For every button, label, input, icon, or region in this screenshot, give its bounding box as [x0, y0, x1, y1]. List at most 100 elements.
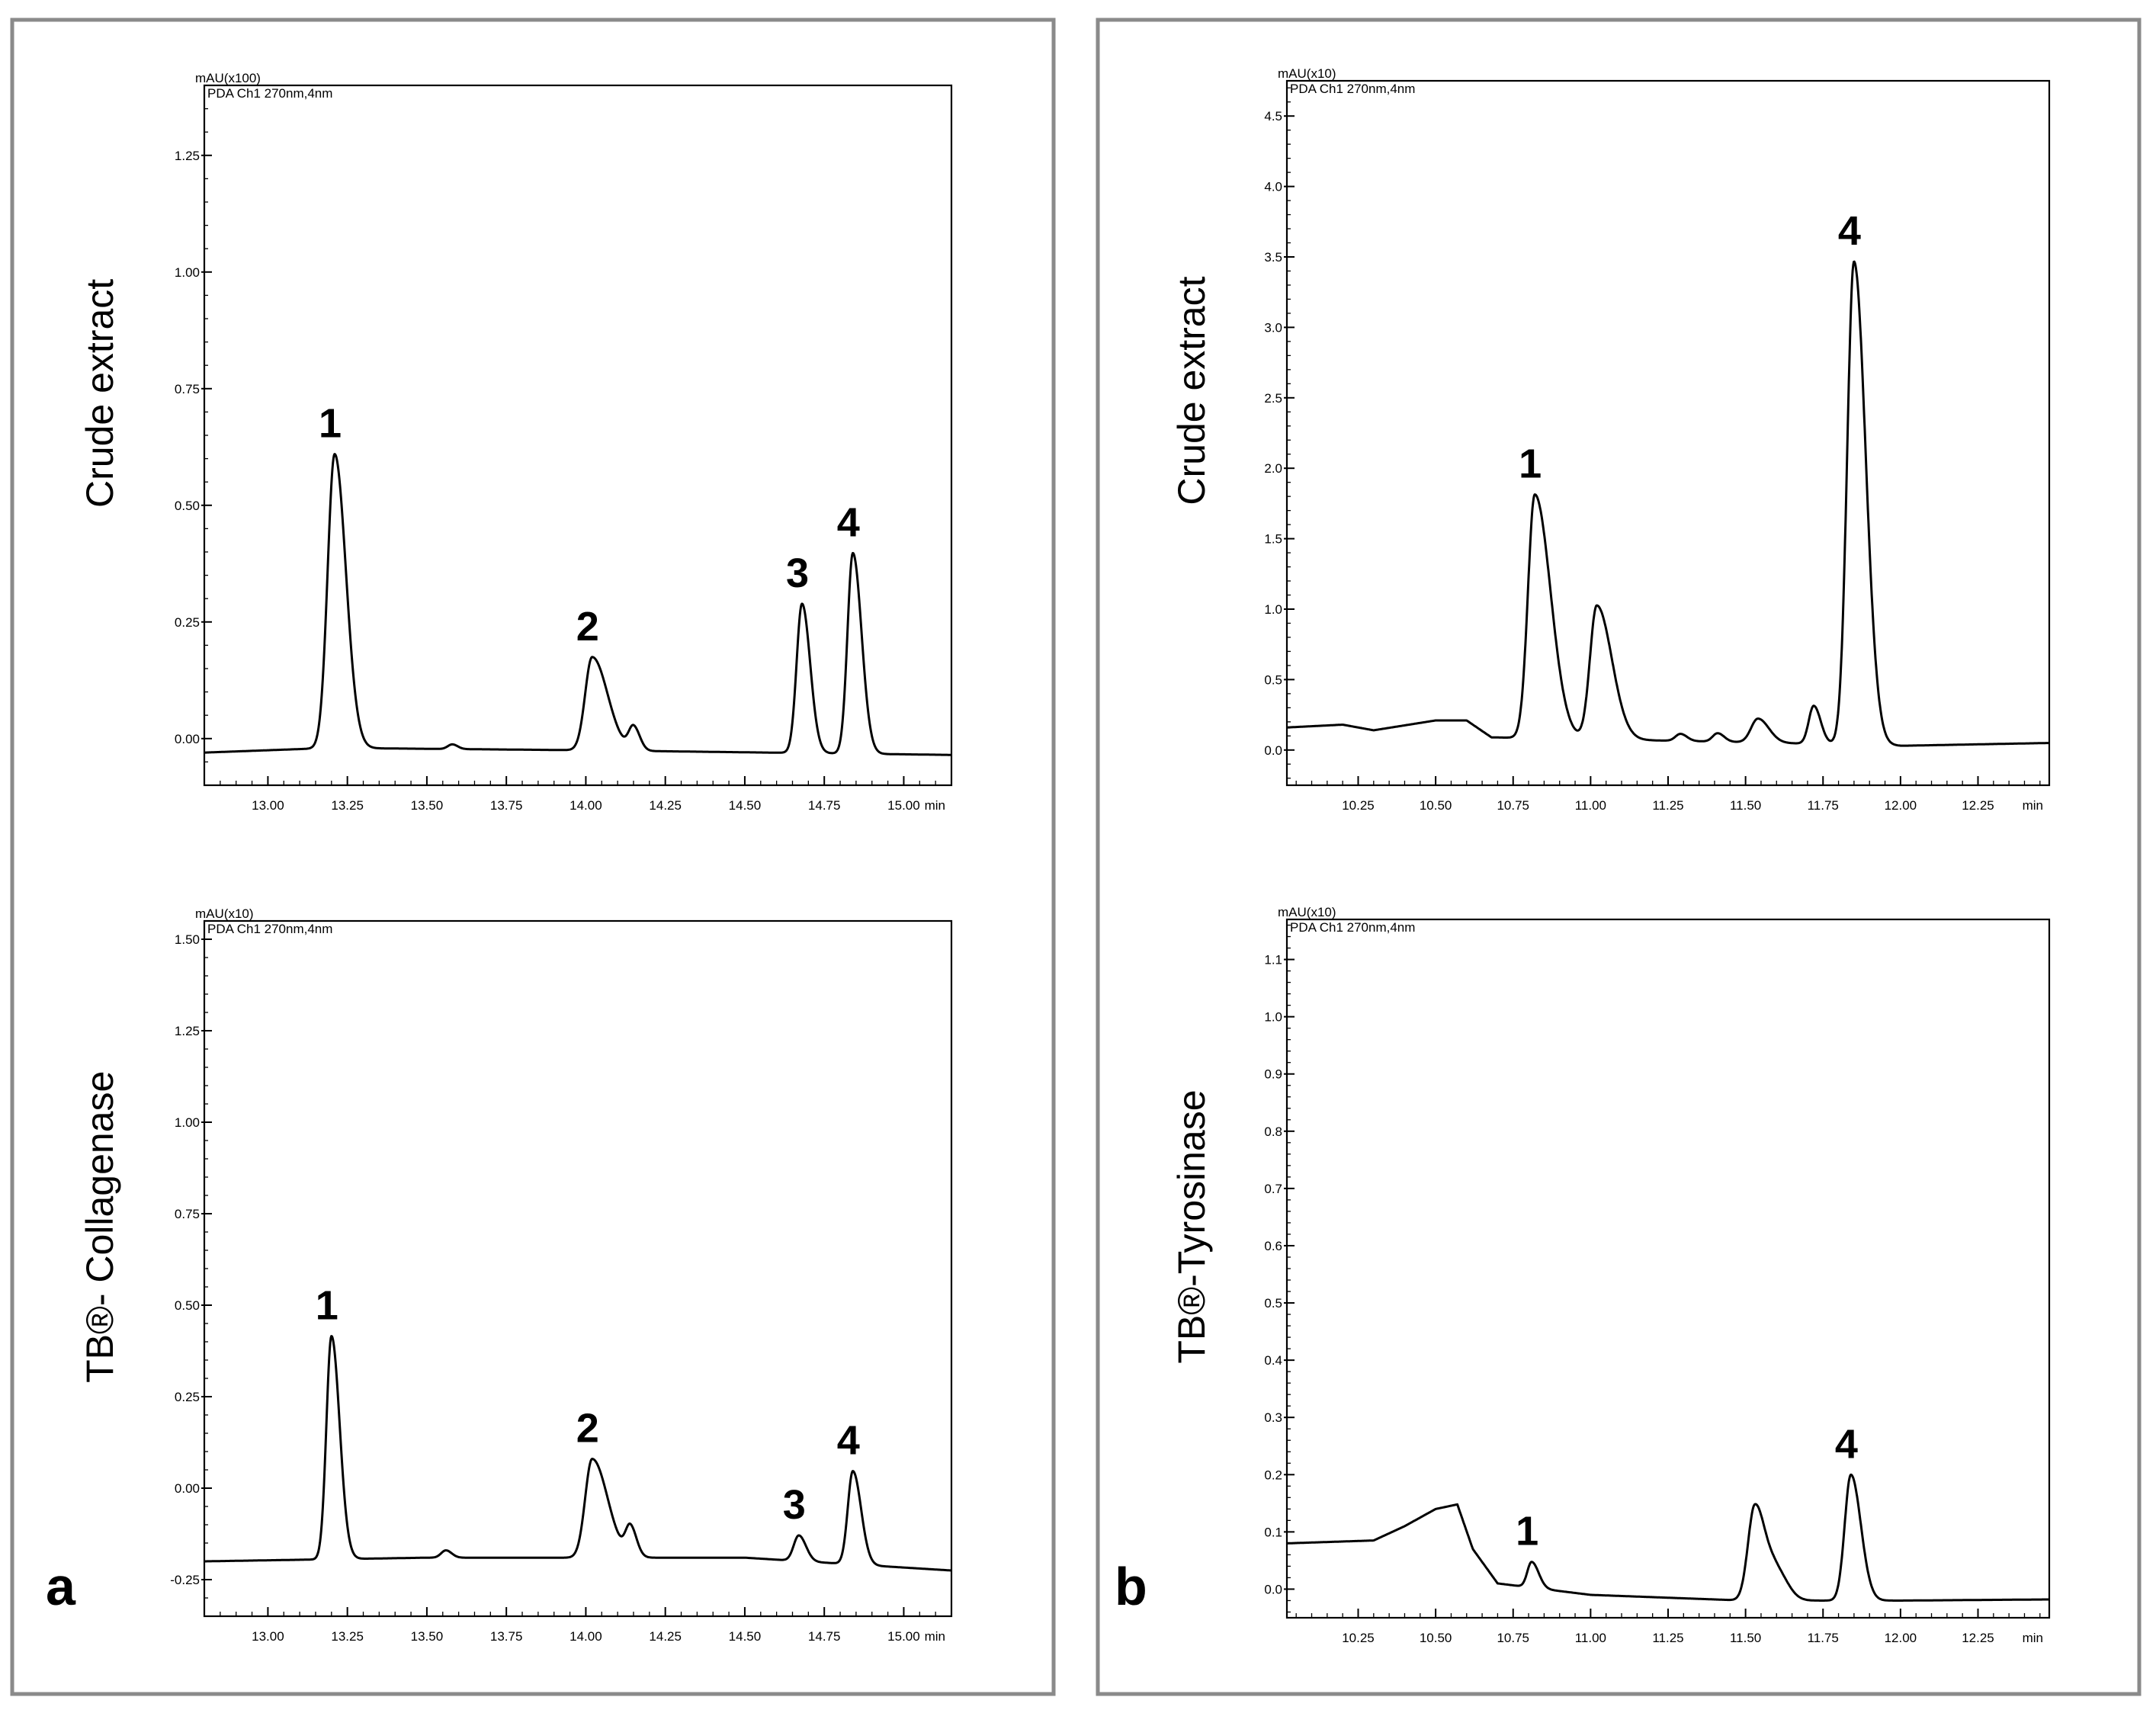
- x-tick-label: 10.75: [1497, 1631, 1529, 1645]
- peak-label: 1: [1516, 1509, 1538, 1554]
- plot-area: [1285, 79, 2051, 787]
- x-tick-label: 11.75: [1808, 1631, 1839, 1645]
- peak-label: 3: [783, 1482, 806, 1528]
- x-tick-label: 15.00: [887, 798, 920, 813]
- y-tick-label: 0.5: [1264, 1296, 1282, 1311]
- y-tick-label: 0.75: [175, 382, 200, 396]
- x-tick-label: 14.75: [808, 1629, 841, 1644]
- plot-area: [203, 84, 953, 787]
- x-tick-label: 13.25: [331, 1629, 364, 1644]
- channel-label: PDA Ch1 270nm,4nm: [207, 922, 332, 936]
- x-tick-label: 14.00: [569, 798, 602, 813]
- x-tick-label: 14.25: [649, 798, 682, 813]
- x-tick-label: 10.25: [1342, 1631, 1375, 1645]
- y-tick-label: 1.00: [175, 1115, 200, 1130]
- x-tick-label: 11.00: [1575, 1631, 1606, 1645]
- x-tick-label: 13.00: [252, 1629, 284, 1644]
- y-axis-title: Crude extract: [79, 279, 121, 508]
- peak-label: 1: [316, 1282, 338, 1328]
- plots-layer: 0.00 0.25 0.50 0.75 1.00 1.25 13.00 13.25 13.50 1…: [79, 66, 2051, 1645]
- x-tick-label: 10.75: [1497, 798, 1529, 813]
- x-tick-label: 13.50: [411, 798, 444, 813]
- y-unit-label: mAU(x10): [1278, 66, 1336, 81]
- y-tick-label: 1.50: [175, 932, 200, 947]
- peak-label: 2: [576, 604, 599, 650]
- y-tick-label: 0.9: [1264, 1067, 1282, 1082]
- x-tick-label: 11.50: [1730, 798, 1761, 813]
- chromatogram-3: 0.0 0.5 1.0 1.5 2.0 2.5 3.0 3.5 4.0 4.5 10.25 10.50…: [1170, 66, 2051, 813]
- x-tick-label: 14.25: [649, 1629, 682, 1644]
- panel-a-frame: [10, 18, 1056, 1696]
- y-axis-title: TB®- Collagenase: [79, 1071, 121, 1383]
- x-tick-label: 14.75: [808, 798, 841, 813]
- y-tick-label: 1.25: [175, 1024, 200, 1038]
- y-tick-label: 3.0: [1264, 320, 1282, 335]
- y-axis-title: TB®-Tyrosinase: [1170, 1089, 1213, 1363]
- x-tick-label: 11.25: [1652, 1631, 1683, 1645]
- panel-b-label: b: [1115, 1557, 1147, 1616]
- peak-label: 2: [576, 1406, 599, 1452]
- plot-area: [1285, 918, 2051, 1619]
- x-tick-label: 15.00: [887, 1629, 920, 1644]
- peak-label: 4: [837, 499, 860, 545]
- x-tick-label: 13.75: [490, 1629, 523, 1644]
- channel-label: PDA Ch1 270nm,4nm: [207, 86, 332, 101]
- y-tick-label: 1.1: [1264, 953, 1282, 967]
- x-unit-label: min: [2023, 1631, 2043, 1645]
- x-tick-label: 11.75: [1808, 798, 1839, 813]
- x-tick-label: 13.75: [490, 798, 523, 813]
- x-unit-label: min: [925, 1629, 945, 1644]
- y-tick-label: 1.0: [1264, 1010, 1282, 1025]
- x-tick-label: 14.50: [729, 798, 762, 813]
- y-tick-label: 4.0: [1264, 180, 1282, 194]
- y-tick-label: 0.1: [1264, 1525, 1282, 1539]
- peak-label: 1: [1519, 441, 1542, 487]
- y-unit-label: mAU(x100): [195, 71, 261, 85]
- y-tick-label: 0.0: [1264, 1582, 1282, 1596]
- x-tick-label: 13.00: [252, 798, 284, 813]
- y-tick-label: 3.5: [1264, 250, 1282, 265]
- x-tick-label: 12.25: [1962, 798, 1994, 813]
- y-tick-label: 1.25: [175, 149, 200, 163]
- y-tick-label: 0.8: [1264, 1124, 1282, 1139]
- y-tick-label: -0.25: [170, 1573, 200, 1587]
- y-tick-label: 0.75: [175, 1207, 200, 1221]
- y-tick-label: 0.50: [175, 1298, 200, 1313]
- x-tick-label: 14.50: [729, 1629, 762, 1644]
- x-tick-label: 13.25: [331, 798, 364, 813]
- x-tick-label: 10.50: [1420, 1631, 1452, 1645]
- x-tick-label: 11.50: [1730, 1631, 1761, 1645]
- y-tick-label: 1.00: [175, 265, 200, 280]
- y-tick-label: 0.25: [175, 615, 200, 630]
- y-tick-label: 2.5: [1264, 391, 1282, 406]
- channel-label: PDA Ch1 270nm,4nm: [1290, 82, 1415, 96]
- x-unit-label: min: [925, 798, 945, 813]
- y-tick-label: 0.00: [175, 1481, 200, 1496]
- chromatogram-4: 0.0 0.1 0.2 0.3 0.4 0.5 0.6 0.7 0.8 0.9 1.0 1.1 10.2…: [1170, 905, 2051, 1645]
- y-tick-label: 1.0: [1264, 602, 1282, 617]
- panel-b-frame: [1096, 18, 2142, 1696]
- y-axis-title: Crude extract: [1170, 276, 1213, 505]
- peak-label: 3: [786, 550, 809, 596]
- y-tick-label: 0.4: [1264, 1353, 1282, 1368]
- plot-area: [203, 919, 953, 1618]
- x-tick-label: 12.00: [1885, 1631, 1917, 1645]
- x-unit-label: min: [2023, 798, 2043, 813]
- y-tick-label: 2.0: [1264, 461, 1282, 476]
- chromatogram-1: 0.00 0.25 0.50 0.75 1.00 1.25 13.00 13.25 13.50 1…: [79, 71, 953, 813]
- x-tick-label: 14.00: [569, 1629, 602, 1644]
- peak-label: 4: [1835, 1421, 1858, 1467]
- y-tick-label: 0.2: [1264, 1468, 1282, 1482]
- y-tick-label: 4.5: [1264, 109, 1282, 124]
- chromatogram-trace: [1286, 1473, 2050, 1602]
- chromatogram-trace: [204, 453, 952, 756]
- peak-label: 1: [319, 401, 342, 447]
- y-tick-label: 0.50: [175, 499, 200, 513]
- y-tick-label: 0.3: [1264, 1410, 1282, 1425]
- peak-label: 4: [837, 1418, 860, 1464]
- x-tick-label: 11.25: [1652, 798, 1683, 813]
- panel-a-label: a: [46, 1557, 76, 1616]
- y-tick-label: 0.6: [1264, 1239, 1282, 1253]
